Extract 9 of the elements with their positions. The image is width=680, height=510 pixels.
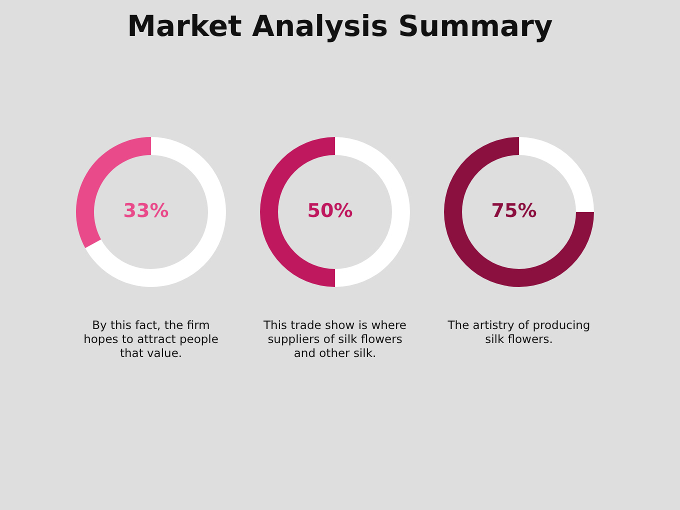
data-label: 33% bbox=[123, 200, 169, 222]
donut-slice bbox=[85, 137, 226, 287]
text: By this fact, the firm hopes to attract people that value. bbox=[84, 318, 218, 360]
data-label: 75% bbox=[491, 200, 537, 222]
text: Market Analysis Summary bbox=[126, 8, 554, 45]
text: This trade show is where suppliers of silk flowers and other silk. bbox=[262, 318, 407, 360]
text: The artistry of producing silk flowers. bbox=[446, 318, 590, 346]
data-label: 50% bbox=[307, 200, 353, 222]
donut-slice bbox=[444, 137, 594, 287]
